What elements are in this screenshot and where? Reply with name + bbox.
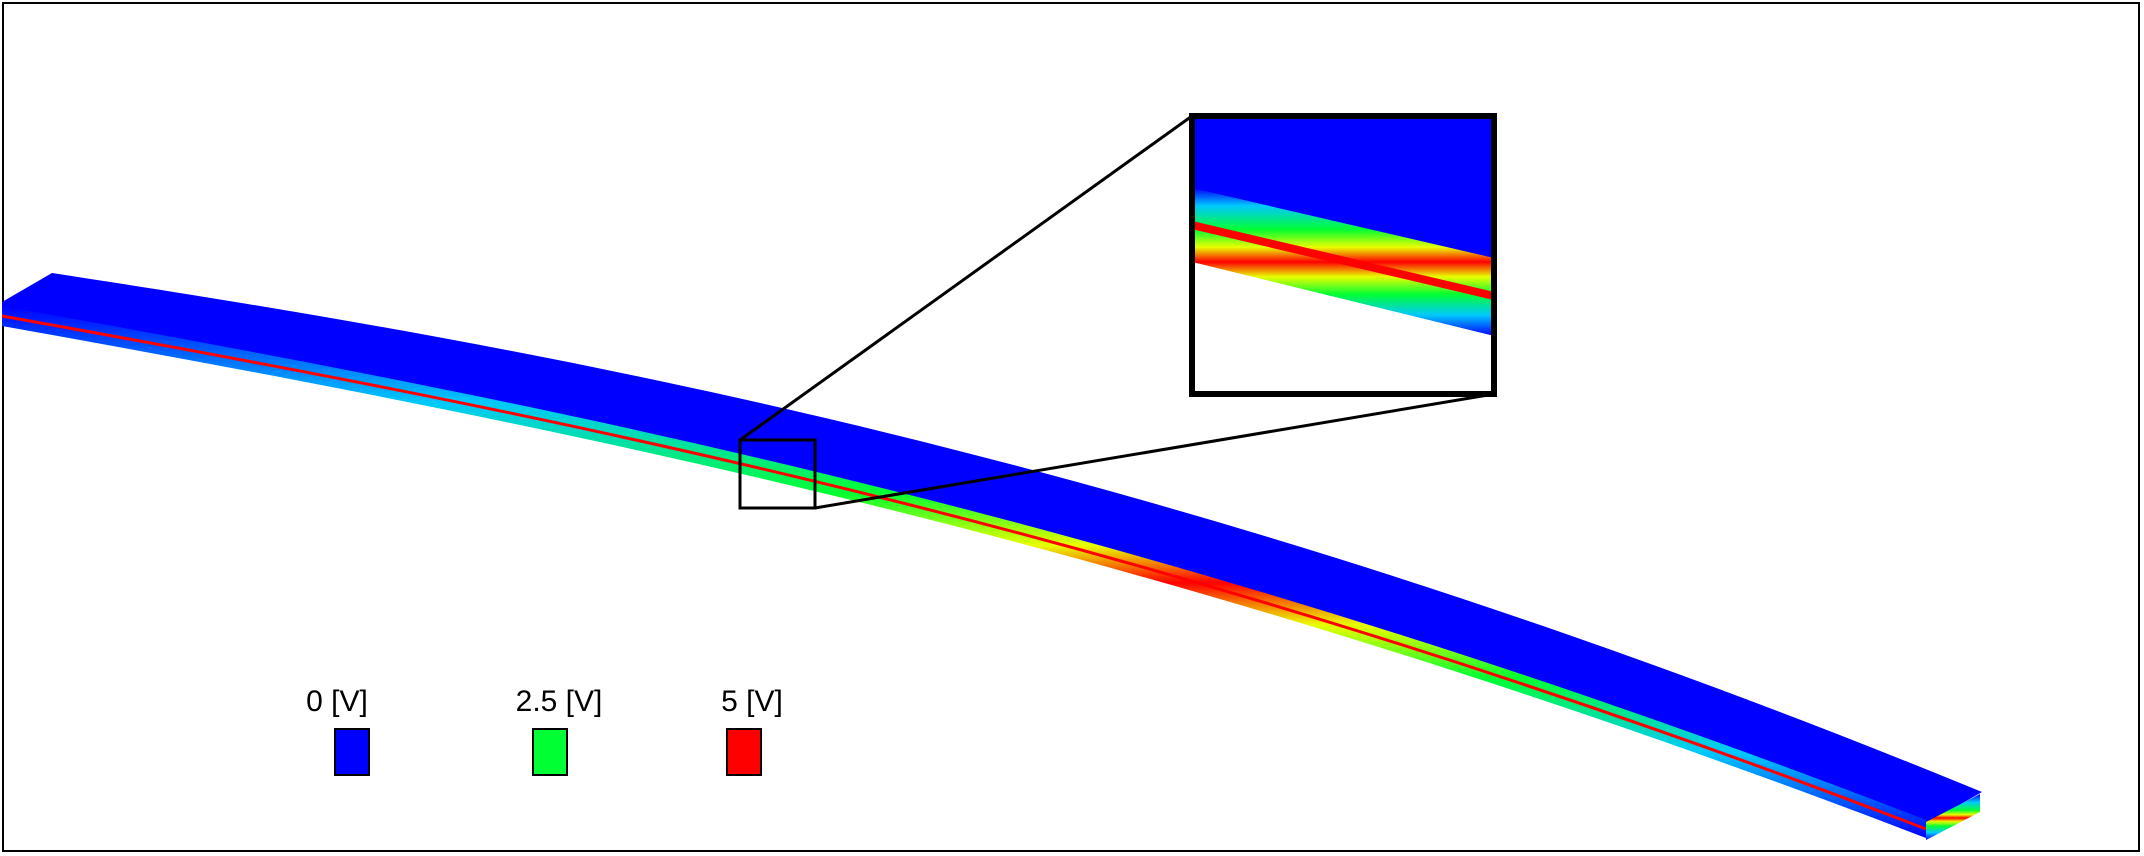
legend-label-0v: 0 [V] [306, 685, 368, 718]
legend-swatch-0v [334, 728, 370, 776]
zoom-region-box [738, 438, 817, 510]
zoom-inset [1189, 113, 1497, 397]
beam-side-layers [2, 306, 1926, 838]
legend-swatch-2-5v [532, 728, 568, 776]
beam-end-cap [1926, 794, 1980, 840]
zoom-connector-top [739, 114, 1193, 442]
zoom-connector-bottom [814, 392, 1495, 510]
legend-label-2-5v: 2.5 [V] [515, 685, 603, 718]
legend-label-5v: 5 [V] [721, 685, 783, 718]
beam-core-line [1, 314, 1927, 831]
legend-swatch-5v [726, 728, 762, 776]
